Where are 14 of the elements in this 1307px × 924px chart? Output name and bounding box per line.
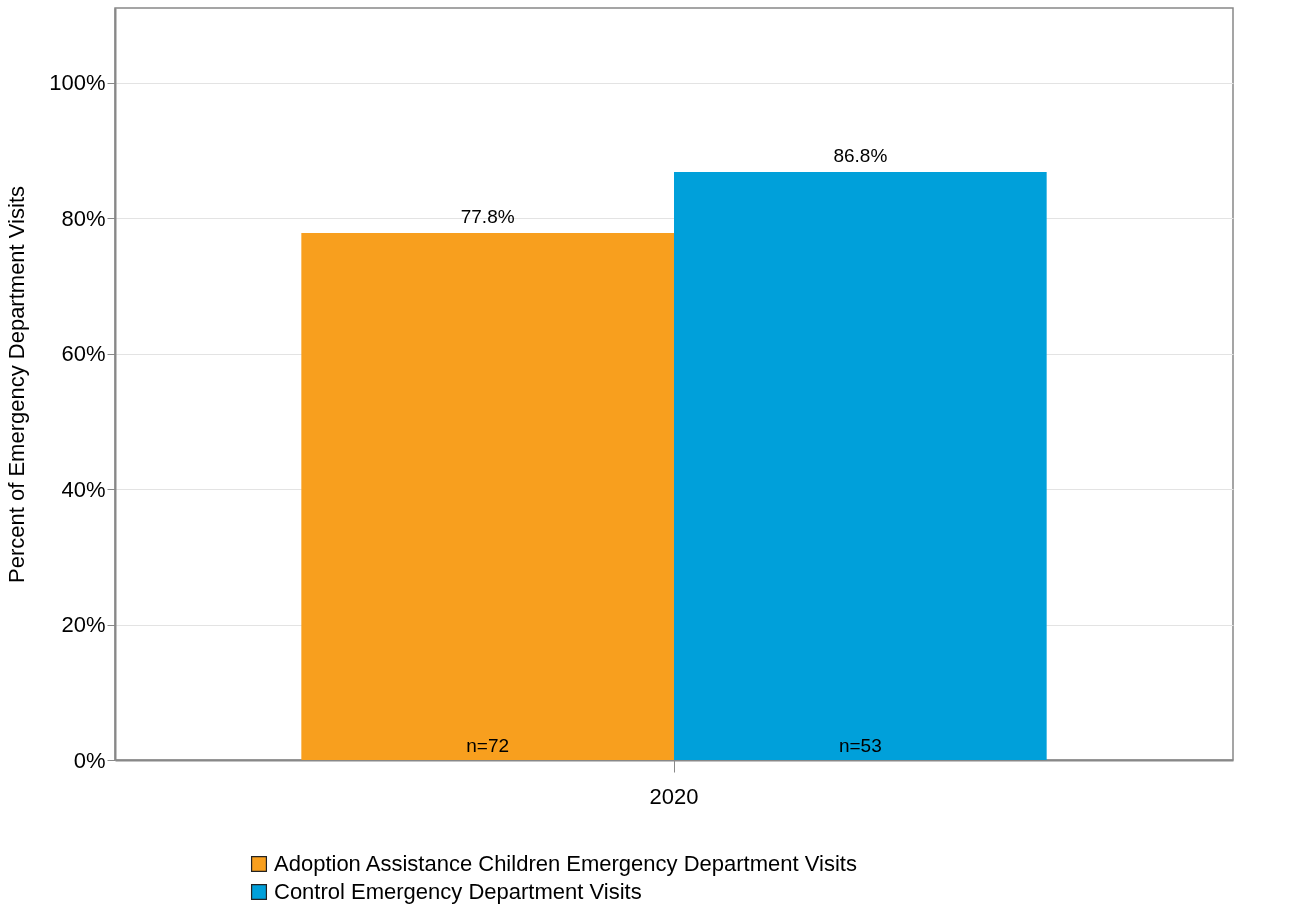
- y-tick-label: 0%: [73, 747, 106, 773]
- y-tick-label: 60%: [61, 341, 106, 367]
- x-tick-label: 2020: [649, 783, 699, 809]
- data-label: 77.8%: [460, 205, 515, 227]
- legend-label: Control Emergency Department Visits: [274, 879, 642, 904]
- y-tick-label: 40%: [61, 476, 106, 502]
- data-label: 86.8%: [833, 144, 888, 166]
- y-tick-label: 20%: [61, 612, 106, 637]
- y-tick-label: 80%: [61, 205, 106, 231]
- annotation: n=53: [838, 735, 882, 756]
- annotation: n=72: [466, 735, 510, 756]
- y-tick-label: 100%: [49, 70, 106, 96]
- y-axis-title: Percent of Emergency Department Visits: [4, 186, 30, 583]
- legend-label: Adoption Assistance Children Emergency Department Visits: [274, 851, 857, 876]
